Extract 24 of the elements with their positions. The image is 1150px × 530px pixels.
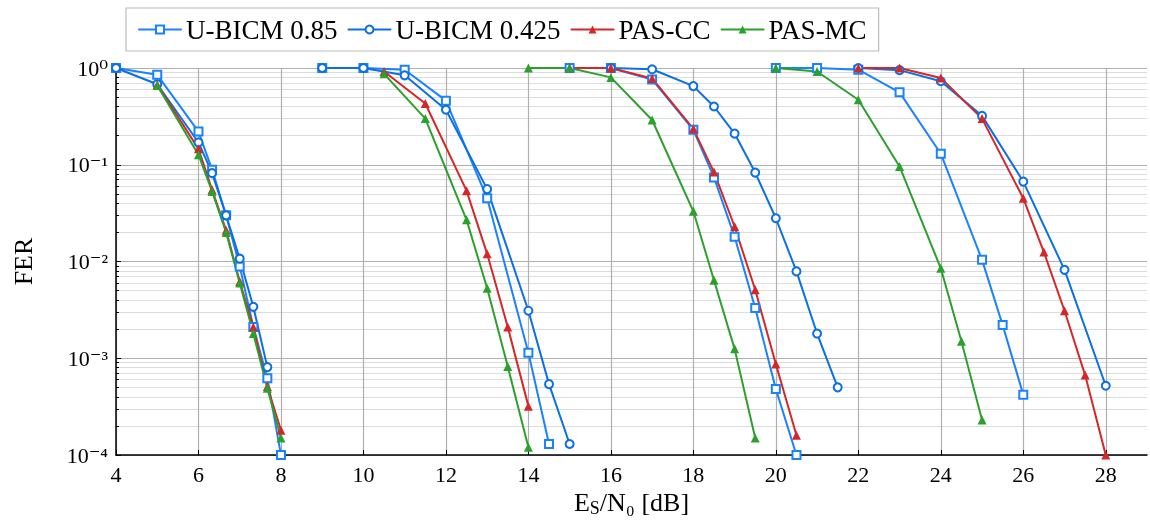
x-tick-label: 10 [352, 461, 375, 487]
x-axis-title: ES/N₀ [dB] [573, 488, 690, 518]
x-tick-label: 18 [682, 461, 705, 487]
x-tick-label: 16 [599, 461, 622, 487]
y-tick-label: 10⁻³ [67, 345, 109, 371]
legend-label: PAS-CC [618, 14, 711, 45]
y-tick-label: 10⁻⁴ [66, 442, 109, 468]
x-tick-label: 6 [192, 461, 204, 487]
legend-label: PAS-MC [768, 14, 867, 45]
x-tick-label: 8 [275, 461, 287, 487]
x-tick-label: 20 [764, 461, 787, 487]
y-tick-label: 10⁻² [67, 249, 109, 274]
y-tick-label: 10⁰ [77, 55, 109, 81]
x-tick-label: 26 [1012, 461, 1035, 487]
x-tick-label: 22 [847, 461, 870, 487]
x-tick-label: 28 [1094, 461, 1117, 487]
legend-label: U-BICM 0.85 [186, 14, 338, 45]
y-tick-label: 10⁻¹ [67, 152, 108, 178]
x-tick-label: 4 [110, 461, 122, 487]
legend-label: U-BICM 0.425 [395, 14, 561, 45]
x-tick-label: 14 [517, 461, 540, 487]
x-tick-label: 12 [434, 461, 457, 487]
y-axis-title: FER [8, 237, 38, 286]
x-tick-label: 24 [929, 461, 952, 487]
